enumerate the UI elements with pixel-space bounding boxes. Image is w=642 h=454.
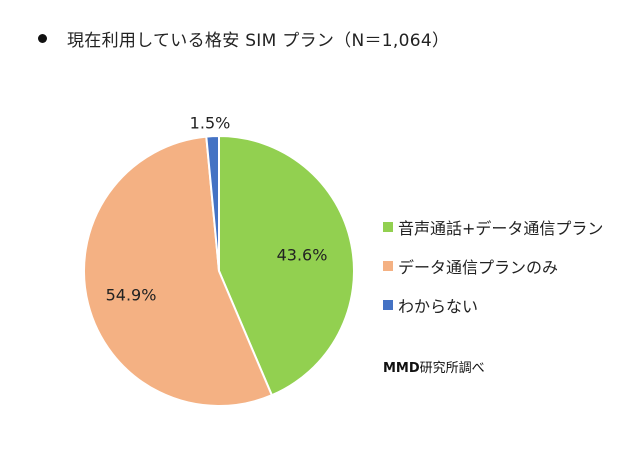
data-label-data-only: 54.9% xyxy=(106,286,157,305)
legend-item-data-only: データ通信プランのみ xyxy=(383,252,603,279)
data-label-unknown: 1.5% xyxy=(190,114,231,133)
chart-legend: 音声通話+データ通信プラン データ通信プランのみ わからない xyxy=(383,213,603,330)
chart-title: 現在利用している格安 SIM プラン（N＝1,064） xyxy=(67,31,450,51)
chart-title-row: 現在利用している格安 SIM プラン（N＝1,064） xyxy=(38,26,449,51)
pie-slice-data-only xyxy=(82,135,274,407)
pie-slices xyxy=(82,134,355,407)
legend-swatch xyxy=(383,260,393,271)
data-label-voice-data: 43.6% xyxy=(277,246,328,265)
pie-slice-unknown xyxy=(205,134,220,272)
source-note: MMD研究所調べ xyxy=(383,361,485,376)
legend-label: わからない xyxy=(398,296,479,316)
legend-swatch xyxy=(383,299,393,310)
legend-item-unknown: わからない xyxy=(383,291,603,318)
legend-label: データ通信プランのみ xyxy=(398,257,559,277)
bullet-icon xyxy=(38,34,47,43)
pie-slice-voice-data xyxy=(218,134,355,397)
pie-data-labels: 43.6% 54.9% 1.5% xyxy=(106,114,328,305)
legend-item-voice-data: 音声通話+データ通信プラン xyxy=(383,213,603,240)
legend-swatch xyxy=(383,221,393,232)
legend-label: 音声通話+データ通信プラン xyxy=(398,218,604,238)
